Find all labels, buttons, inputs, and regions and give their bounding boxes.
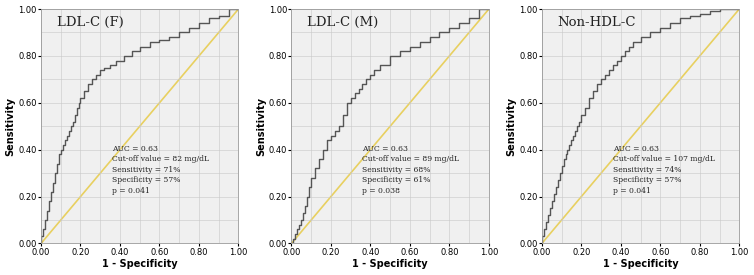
X-axis label: 1 - Specificity: 1 - Specificity [352,259,428,270]
Text: AUC = 0.63
Cut-off value = 89 mg/dL
Sensitivity = 68%
Specificity = 61%
p = 0.03: AUC = 0.63 Cut-off value = 89 mg/dL Sens… [363,145,459,195]
Text: Non-HDL-C: Non-HDL-C [558,16,636,29]
Text: LDL-C (F): LDL-C (F) [57,16,124,29]
Y-axis label: Sensitivity: Sensitivity [507,97,516,156]
X-axis label: 1 - Specificity: 1 - Specificity [602,259,679,270]
Text: AUC = 0.63
Cut-off value = 82 mg/dL
Sensitivity = 71%
Specificity = 57%
p = 0.04: AUC = 0.63 Cut-off value = 82 mg/dL Sens… [112,145,209,195]
Text: AUC = 0.63
Cut-off value = 107 mg/dL
Sensitivity = 74%
Specificity = 57%
p = 0.0: AUC = 0.63 Cut-off value = 107 mg/dL Sen… [613,145,715,195]
Y-axis label: Sensitivity: Sensitivity [256,97,266,156]
Text: LDL-C (M): LDL-C (M) [307,16,379,29]
Y-axis label: Sensitivity: Sensitivity [5,97,16,156]
X-axis label: 1 - Specificity: 1 - Specificity [102,259,177,270]
